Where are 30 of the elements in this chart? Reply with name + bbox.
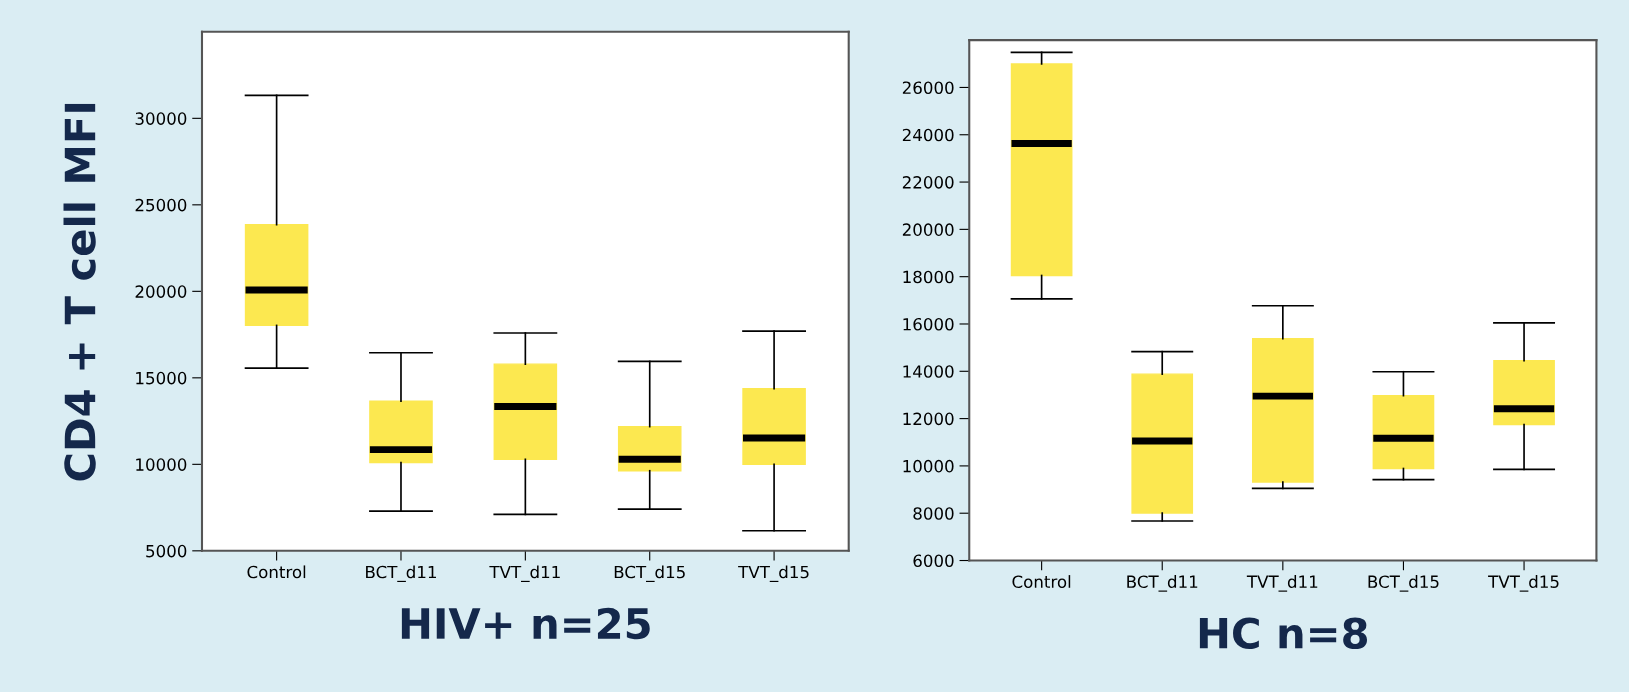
y-tick-label: 25000 <box>135 198 187 212</box>
y-tick-label: 12000 <box>903 412 954 426</box>
y-tick-label: 6000 <box>913 554 954 568</box>
x-tick-label: Control <box>247 565 306 579</box>
y-tick-label: 30000 <box>135 112 187 125</box>
x-tick-label: TVT_d11 <box>1246 575 1318 592</box>
y-tick-label: 22000 <box>902 176 954 189</box>
y-tick-label: 18000 <box>903 270 954 284</box>
x-tick-label: BCT_d15 <box>1368 575 1439 592</box>
x-tick-label: TVT_d11 <box>489 565 560 583</box>
y-tick-label: 26000 <box>902 81 954 95</box>
y-tick-label: 20000 <box>902 223 954 236</box>
y-tick-label: 14000 <box>903 365 954 378</box>
x-axis-title: HIV+ n=25 <box>401 607 650 640</box>
y-tick-label: 24000 <box>902 128 954 142</box>
y-tick-label: 20000 <box>135 285 187 298</box>
y-tick-label: 16000 <box>903 317 954 331</box>
x-tick-label: BCT_d11 <box>366 565 436 583</box>
x-tick-label: Control <box>1012 575 1071 588</box>
x-tick-label: BCT_d15 <box>614 565 685 583</box>
x-tick-label: TVT_d15 <box>738 565 809 583</box>
y-tick-label: 10000 <box>136 458 187 471</box>
y-tick-label: 10000 <box>903 459 954 473</box>
x-tick-label: TVT_d15 <box>1488 575 1559 592</box>
y-axis-title: CD4 + T cell MFI <box>63 103 96 481</box>
x-axis-title: HC n=8 <box>1199 617 1368 649</box>
y-tick-label: 8000 <box>913 507 954 520</box>
y-tick-label: 5000 <box>146 544 187 558</box>
x-tick-label: BCT_d11 <box>1127 575 1198 592</box>
y-tick-label: 15000 <box>136 371 187 385</box>
